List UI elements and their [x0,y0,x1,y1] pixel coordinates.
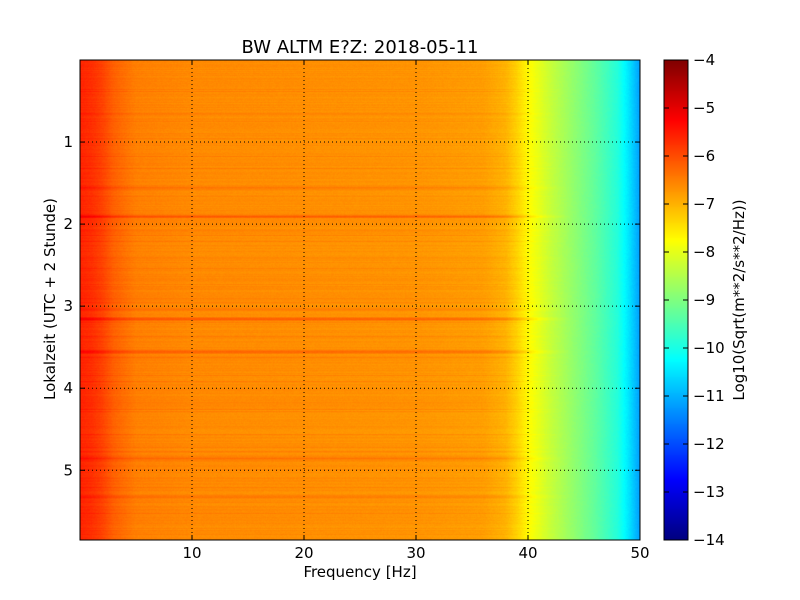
y-axis-ticks: 1 2 3 4 5 [63,133,640,479]
x-tick-label: 50 [630,544,649,562]
x-tick-label: 40 [518,544,537,562]
colorbar-tick-label: −4 [693,51,715,69]
colorbar-tick-label: −10 [693,339,725,357]
grid-lines [80,60,640,540]
heatmap-image [80,60,640,540]
x-tick-label: 30 [406,544,425,562]
y-axis-label: Lokalzeit (UTC + 2 Stunde) [41,198,59,400]
colorbar-label: Log10(Sqrt(m**2/s**2/Hz)) [730,199,748,400]
colorbar-tick-label: −9 [693,291,715,309]
x-tick-label: 10 [182,544,201,562]
colorbar: −4 −5 −6 −7 −8 −9 −10 −11 −12 −13 −14 [663,51,725,549]
x-axis-label: Frequency [Hz] [303,563,416,581]
chart-title: BW ALTM E?Z: 2018-05-11 [242,37,479,58]
colorbar-tick-label: −11 [693,387,725,405]
y-tick-label: 4 [63,379,73,397]
y-tick-label: 3 [63,297,73,315]
colorbar-tick-label: −13 [693,483,725,501]
y-tick-label: 2 [63,215,73,233]
colorbar-ticks: −4 −5 −6 −7 −8 −9 −10 −11 −12 −13 −14 [664,51,725,549]
x-tick-label: 20 [294,544,313,562]
plot-frame [79,59,641,541]
colorbar-tick-label: −14 [693,531,725,549]
colorbar-tick-label: −12 [693,435,725,453]
plot-area: 10 20 30 40 50 1 2 3 4 5 [63,59,650,562]
colorbar-tick-label: −5 [693,99,715,117]
x-axis-ticks: 10 20 30 40 50 [182,60,650,562]
y-tick-label: 5 [63,461,73,479]
y-tick-label: 1 [63,133,73,151]
colorbar-tick-label: −8 [693,243,715,261]
colorbar-tick-label: −7 [693,195,715,213]
colorbar-tick-label: −6 [693,147,715,165]
